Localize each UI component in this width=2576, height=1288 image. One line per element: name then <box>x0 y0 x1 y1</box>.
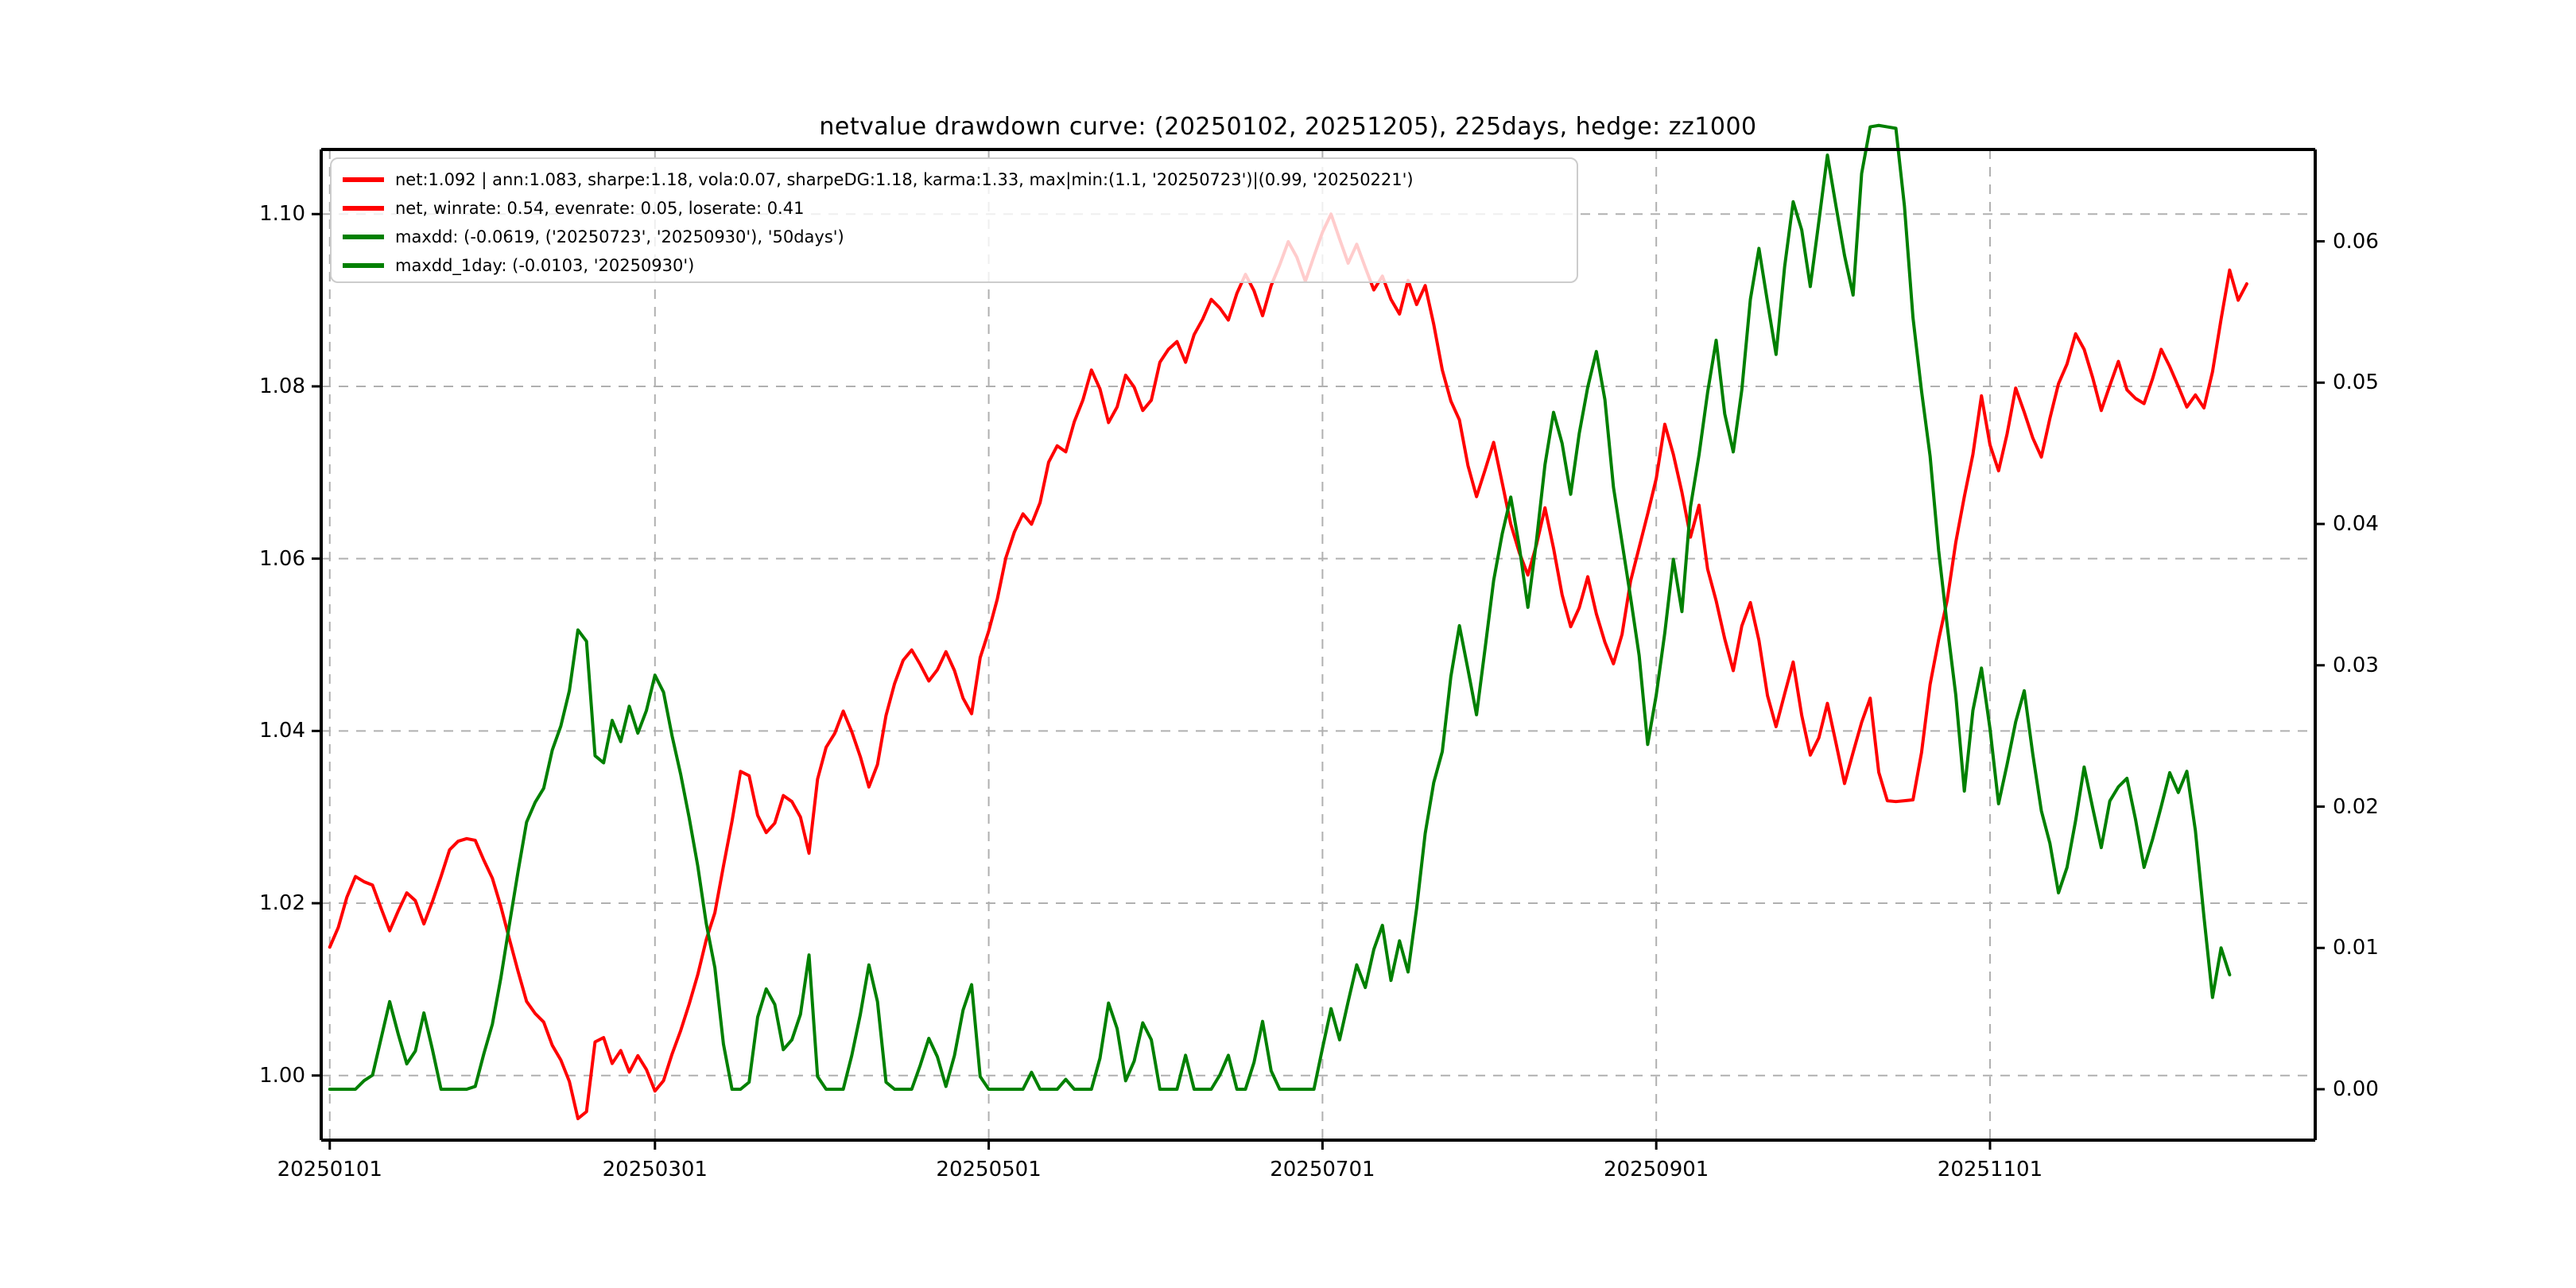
y-axis-right-tick: 0.05 <box>2333 370 2379 395</box>
y-axis-left-tick: 1.10 <box>259 202 305 227</box>
axes-spines <box>320 148 2317 1142</box>
y-axis-right-tick: 0.01 <box>2333 936 2379 960</box>
chart-legend: net:1.092 | ann:1.083, sharpe:1.18, vola… <box>330 157 1578 283</box>
legend-item-net-rates: net, winrate: 0.54, evenrate: 0.05, lose… <box>343 194 804 223</box>
legend-label-maxdd-1day: maxdd_1day: (-0.0103, '20250930') <box>395 256 695 275</box>
legend-item-net-stats: net:1.092 | ann:1.083, sharpe:1.18, vola… <box>343 165 1414 194</box>
legend-color-swatch-net-rates <box>343 206 384 211</box>
chart-title: netvalue drawdown curve: (20250102, 2025… <box>819 113 1757 141</box>
legend-item-maxdd: maxdd: (-0.0619, ('20250723', '20250930'… <box>343 223 844 251</box>
y-axis-right-tick: 0.02 <box>2333 794 2379 819</box>
legend-label-net-rates: net, winrate: 0.54, evenrate: 0.05, lose… <box>395 199 805 218</box>
x-axis-tick: 20250301 <box>602 1158 708 1181</box>
y-axis-left-tick: 1.04 <box>259 719 305 743</box>
legend-item-maxdd-1day: maxdd_1day: (-0.0103, '20250930') <box>343 251 694 280</box>
y-axis-right-tick: 0.06 <box>2333 229 2379 254</box>
y-axis-right-tick: 0.03 <box>2333 653 2379 677</box>
legend-color-swatch-net-stats <box>343 177 384 182</box>
legend-color-swatch-maxdd-1day <box>343 263 384 268</box>
x-axis-tick: 20250701 <box>1270 1158 1375 1181</box>
y-axis-right-tick: 0.00 <box>2333 1077 2379 1101</box>
legend-label-maxdd: maxdd: (-0.0619, ('20250723', '20250930'… <box>395 227 844 246</box>
x-axis-tick: 20250501 <box>936 1158 1042 1181</box>
x-axis-tick: 20251101 <box>1937 1158 2043 1181</box>
x-axis-tick: 20250901 <box>1604 1158 1709 1181</box>
tick-marks <box>312 212 2325 1150</box>
grid-lines <box>321 149 2315 1140</box>
legend-color-swatch-maxdd <box>343 235 384 239</box>
legend-label-net-stats: net:1.092 | ann:1.083, sharpe:1.18, vola… <box>395 170 1414 189</box>
y-axis-left-tick: 1.08 <box>259 374 305 398</box>
y-axis-left-tick: 1.00 <box>259 1063 305 1088</box>
y-axis-right-tick: 0.04 <box>2333 512 2379 537</box>
y-axis-left-tick: 1.02 <box>259 891 305 916</box>
y-axis-left-tick: 1.06 <box>259 546 305 571</box>
x-axis-tick: 20250101 <box>277 1158 382 1181</box>
